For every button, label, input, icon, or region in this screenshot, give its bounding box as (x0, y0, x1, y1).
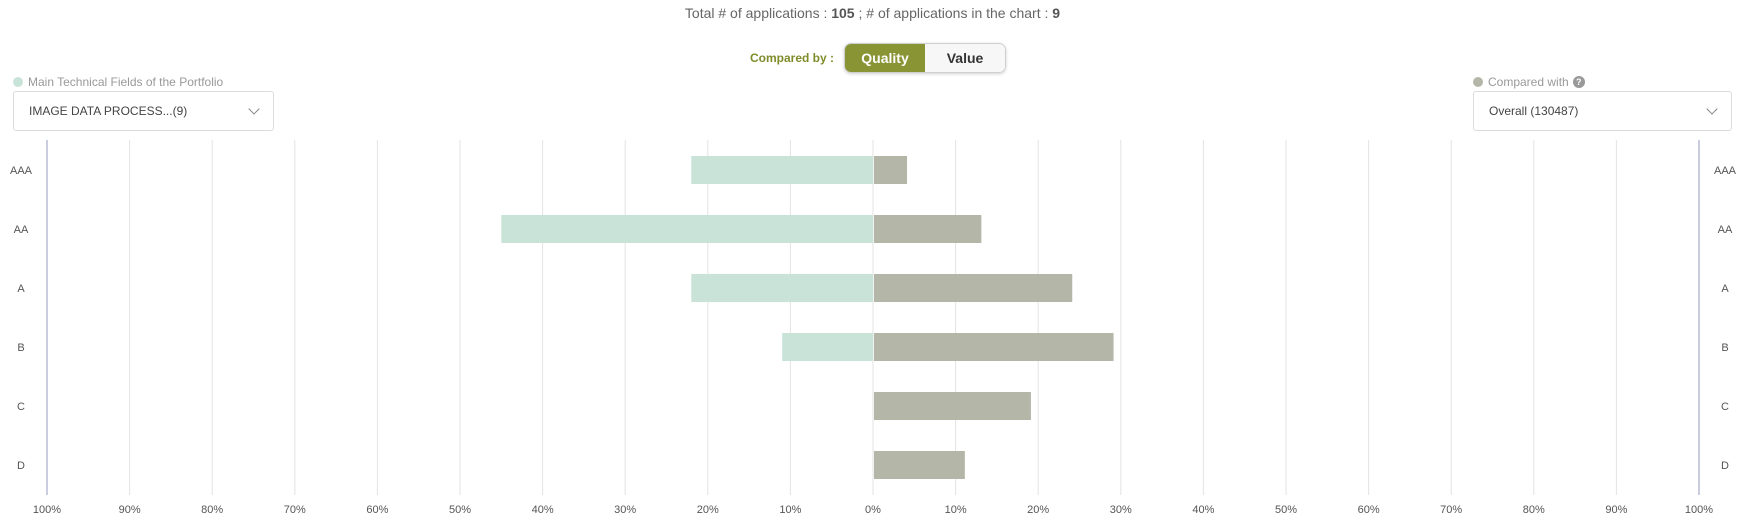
category-label: C (1721, 401, 1729, 413)
x-tick-label: 40% (532, 504, 554, 516)
compare-toggle: Quality Value (844, 43, 1007, 73)
category-label: D (17, 460, 25, 472)
x-tick-label: 20% (697, 504, 719, 516)
comparison-bar[interactable] (874, 392, 1031, 420)
category-label: AAA (1714, 165, 1737, 177)
summary-prefix: Total # of applications : (684, 5, 832, 21)
category-label: AAA (10, 165, 33, 177)
category-label: C (17, 401, 25, 413)
question-circle-icon[interactable]: ? (1572, 76, 1585, 88)
category-label: A (17, 283, 25, 295)
left-legend-label: Main Technical Fields of the Portfolio (28, 75, 224, 89)
x-tick-label: 30% (1110, 504, 1132, 516)
technical-field-select[interactable]: IMAGE DATA PROCESS...(9) (13, 91, 274, 131)
x-tick-label: 80% (1523, 504, 1545, 516)
comparison-bar[interactable] (874, 156, 908, 184)
value-toggle-button[interactable]: Value (925, 44, 1006, 72)
x-tick-label: 30% (614, 504, 636, 516)
x-tick-label: 40% (1192, 504, 1214, 516)
portfolio-bar[interactable] (691, 274, 873, 302)
compared-by-control: Compared by : Quality Value (750, 43, 1007, 73)
category-label: B (17, 342, 24, 354)
x-tick-label: 20% (1027, 504, 1049, 516)
compared-with-select[interactable]: Overall (130487) (1473, 91, 1732, 131)
x-tick-label: 10% (779, 504, 801, 516)
quality-toggle-button[interactable]: Quality (845, 44, 926, 72)
x-tick-label: 60% (366, 504, 388, 516)
portfolio-bar[interactable] (782, 333, 873, 361)
application-summary: Total # of applications : 105 ; # of app… (0, 5, 1745, 21)
x-tick-label: 0% (865, 504, 881, 516)
x-tick-label: 60% (1358, 504, 1380, 516)
portfolio-bar[interactable] (501, 215, 873, 243)
right-legend-label: Compared with (1488, 75, 1569, 89)
category-label: B (1721, 342, 1728, 354)
summary-middle: ; # of applications in the chart : (854, 5, 1053, 21)
comparison-bar[interactable] (874, 274, 1073, 302)
x-axis-tick-labels: 100% 90% 80% 70% 60% 50% 40% 30% 20% 10% 0% 10% 20% 3… (33, 504, 1713, 516)
left-legend: Main Technical Fields of the Portfolio (13, 75, 223, 89)
comparison-bar[interactable] (874, 451, 965, 479)
x-tick-label: 70% (284, 504, 306, 516)
chart-grid (46, 140, 1700, 495)
comparison-bar[interactable] (874, 215, 982, 243)
category-label: AA (14, 224, 29, 236)
technical-field-select-value: IMAGE DATA PROCESS...(9) (29, 104, 188, 118)
category-label: D (1721, 460, 1729, 472)
total-applications-count: 105 (831, 5, 855, 21)
portfolio-bar[interactable] (691, 156, 873, 184)
compared-by-label: Compared by : (750, 51, 835, 65)
category-label: AA (1718, 224, 1733, 236)
x-tick-label: 100% (33, 504, 61, 516)
comparison-bar[interactable] (874, 333, 1114, 361)
x-tick-label: 10% (945, 504, 967, 516)
right-legend-dot-icon (1473, 77, 1483, 87)
x-tick-label: 100% (1685, 504, 1713, 516)
compared-with-select-value: Overall (130487) (1489, 104, 1579, 118)
right-legend: Compared with ? (1473, 75, 1585, 89)
category-label: A (1721, 283, 1729, 295)
x-tick-label: 50% (1275, 504, 1297, 516)
left-legend-dot-icon (13, 77, 23, 87)
x-tick-label: 80% (201, 504, 223, 516)
x-tick-label: 70% (1440, 504, 1462, 516)
applications-in-chart-count: 9 (1052, 5, 1061, 21)
x-tick-label: 90% (119, 504, 141, 516)
x-tick-label: 50% (449, 504, 471, 516)
x-tick-label: 90% (1605, 504, 1627, 516)
chart-bars (501, 156, 1114, 479)
